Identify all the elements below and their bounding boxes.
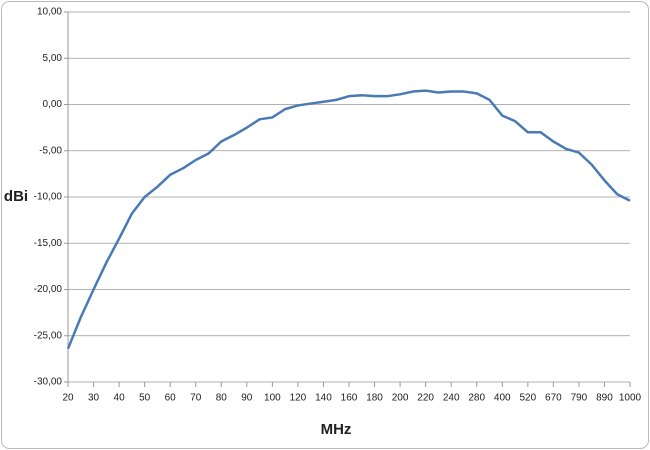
x-tick-label: 890	[596, 393, 613, 404]
x-tick-label: 280	[468, 393, 485, 404]
x-tick-label: 90	[241, 393, 253, 404]
x-tick-label: 160	[341, 393, 358, 404]
y-tick-label: -5,00	[39, 145, 62, 156]
x-tick-label: 140	[315, 393, 332, 404]
x-tick-label: 50	[139, 393, 151, 404]
y-tick-label: -25,00	[34, 330, 63, 341]
x-tick-label: 790	[571, 393, 588, 404]
data-line	[66, 89, 631, 350]
y-tick-label: 5,00	[43, 53, 63, 64]
x-tick-label: 60	[165, 393, 177, 404]
x-tick-label: 120	[290, 393, 307, 404]
x-tick-label: 100	[264, 393, 281, 404]
x-tick-label: 200	[392, 393, 409, 404]
x-tick-label: 180	[366, 393, 383, 404]
x-tick-label: 20	[62, 393, 74, 404]
y-tick-label: 10,00	[37, 7, 62, 18]
y-tick-label: -20,00	[34, 284, 63, 295]
y-axis-label: dBi	[4, 188, 28, 205]
x-tick-label: 670	[545, 393, 562, 404]
y-tick-label: 0,00	[43, 99, 63, 110]
x-tick-label: 520	[519, 393, 536, 404]
y-tick-label: -30,00	[34, 377, 63, 388]
y-tick-label: -15,00	[34, 238, 63, 249]
x-axis-label: MHz	[321, 421, 352, 438]
y-tick-label: -10,00	[34, 192, 63, 203]
x-tick-label: 220	[417, 393, 434, 404]
x-tick-label: 80	[216, 393, 228, 404]
x-tick-label: 1000	[619, 393, 642, 404]
x-tick-label: 40	[114, 393, 126, 404]
x-tick-label: 70	[190, 393, 202, 404]
x-tick-label: 30	[88, 393, 100, 404]
x-tick-label: 400	[494, 393, 511, 404]
x-tick-label: 240	[443, 393, 460, 404]
